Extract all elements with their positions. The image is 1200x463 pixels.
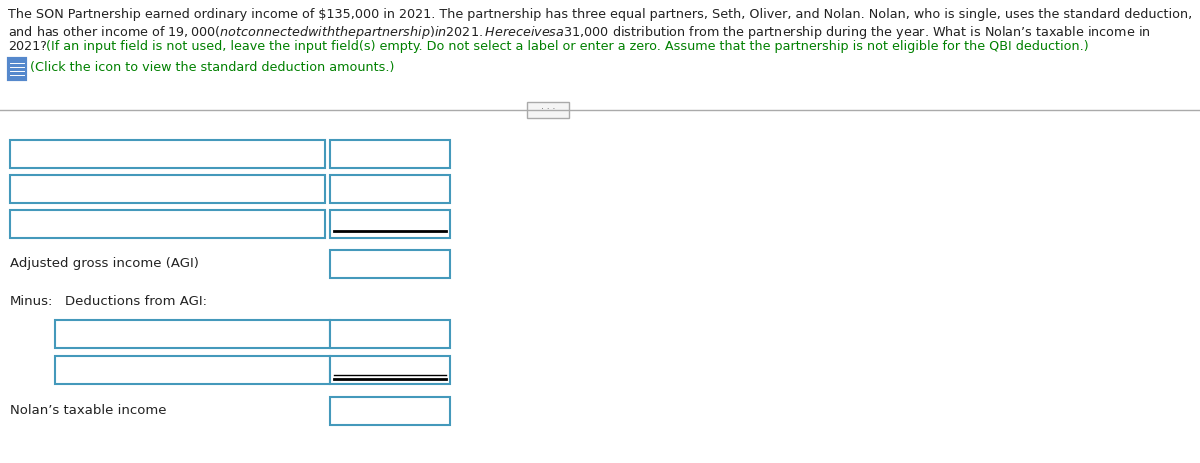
- Text: Deductions from AGI:: Deductions from AGI:: [65, 295, 208, 308]
- Bar: [330, 356, 450, 384]
- Bar: [10, 140, 325, 168]
- Text: Minus:: Minus:: [10, 295, 53, 308]
- Bar: [330, 175, 450, 203]
- Bar: [330, 320, 450, 348]
- Bar: [10, 175, 325, 203]
- Text: 2021?: 2021?: [8, 40, 47, 53]
- Text: (If an input field is not used, leave the input field(s) empty. Do not select a : (If an input field is not used, leave th…: [42, 40, 1088, 53]
- Bar: [330, 250, 450, 278]
- Text: · · ·: · · ·: [541, 106, 556, 114]
- Bar: [330, 397, 450, 425]
- Text: (Click the icon to view the standard deduction amounts.): (Click the icon to view the standard ded…: [30, 61, 395, 74]
- Bar: [10, 210, 325, 238]
- Bar: [55, 356, 330, 384]
- Bar: [527, 102, 569, 118]
- Bar: [330, 140, 450, 168]
- Text: Adjusted gross income (AGI): Adjusted gross income (AGI): [10, 257, 199, 270]
- Bar: [8, 58, 26, 80]
- Text: and has other income of $19,000 (not connected with the partnership) in 2021. He: and has other income of $19,000 (not con…: [8, 24, 1151, 41]
- Text: The SON Partnership earned ordinary income of $135,000 in 2021. The partnership : The SON Partnership earned ordinary inco…: [8, 8, 1193, 21]
- Bar: [8, 58, 26, 80]
- Bar: [55, 320, 330, 348]
- Text: Nolan’s taxable income: Nolan’s taxable income: [10, 405, 167, 418]
- Bar: [330, 210, 450, 238]
